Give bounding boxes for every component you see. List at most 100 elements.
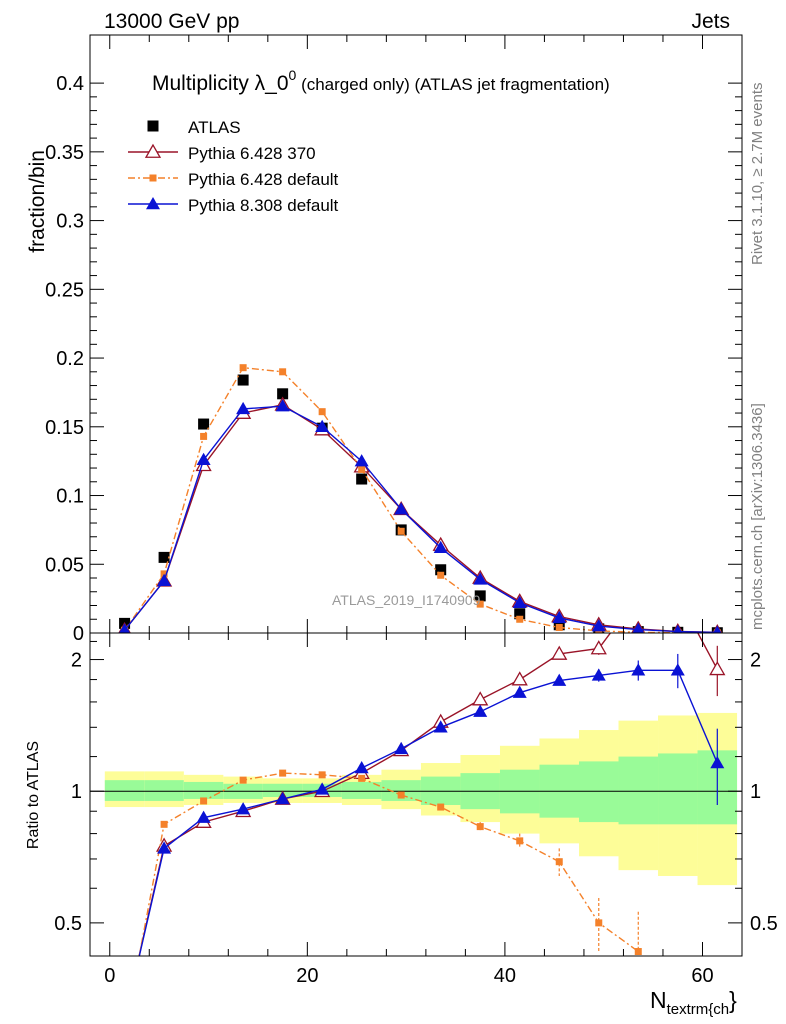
- ratio-xlabel: Ntextrm{ch}: [650, 987, 737, 1018]
- ratio-ylabel: Ratio to ATLAS: [25, 741, 42, 849]
- main-panel: 0 0.05 0.1 0.15 0.2 0.25 0.3 0.35 0.4 ATLAS_2019…: [26, 34, 743, 645]
- ratio-ytick-label-right: 2: [750, 650, 761, 672]
- legend: ATLAS Pythia 6.428 370 Pythia 6.428 defaul…: [128, 118, 339, 215]
- main-point-s2-4: [279, 368, 287, 376]
- mcplots-label: mcplots.cern.ch [arXiv:1306.3436]: [749, 403, 766, 630]
- main-point-s3-0: [119, 623, 131, 633]
- ratio-ytick-label: 1: [71, 781, 82, 803]
- main-point-s2-2: [200, 432, 208, 440]
- legend-marker-3: [146, 197, 160, 210]
- ratio-point-s1-1: [160, 820, 168, 828]
- main-xaxis-ticks: [109, 35, 743, 633]
- ratio-panel: 0.5 0.5 1 1 2 2 0 20 40 60 Ratio to ATLAS Ntextr…: [25, 589, 778, 1024]
- ratio-point-s2-10: [512, 685, 527, 698]
- ratio-line-1: [138, 772, 639, 956]
- ratio-point-s2-8: [433, 720, 448, 733]
- main-point-s0-10: [514, 608, 526, 620]
- ratio-xtick-label: 20: [296, 965, 318, 987]
- main-point-s2-9: [476, 600, 484, 608]
- main-point-s0-3: [237, 374, 249, 386]
- main-point-s3-14: [673, 624, 683, 633]
- main-yaxis-ticks: 0 0.05 0.1 0.15 0.2 0.25 0.3 0.35 0.4: [45, 73, 742, 645]
- plot-title: Multiplicity λ_00 (charged only) (ATLAS …: [152, 67, 610, 95]
- main-point-s2-7: [397, 527, 405, 535]
- ratio-point-s2-14: [670, 663, 685, 676]
- legend-marker-2: [149, 174, 157, 182]
- ratio-point-s2-2: [196, 810, 211, 823]
- main-point-s2-8: [437, 571, 445, 579]
- ratio-point-s1-10: [516, 837, 524, 845]
- ratio-ytick-label-right: 1: [750, 781, 761, 803]
- ratio-point-s1-8: [437, 803, 445, 811]
- title-prefix: Multiplicity λ_0: [152, 72, 289, 95]
- main-ytick-label: 0.15: [45, 417, 84, 439]
- main-point-s0-8: [435, 564, 447, 576]
- ratio-xtick-label: 60: [691, 965, 713, 987]
- ratio-frame: [89, 632, 743, 957]
- legend-marker-0: [147, 120, 159, 132]
- ratio-point-s1-12: [595, 919, 603, 927]
- ratio-point-s0-0: [118, 1013, 132, 1024]
- ratio-point-s1-4: [279, 769, 287, 777]
- main-line-1: [124, 404, 718, 633]
- ratio-point-s1-13: [634, 948, 642, 956]
- band-inner-14: [658, 753, 698, 825]
- ratio-point-s0-10: [511, 671, 528, 686]
- main-point-s0-2: [198, 418, 210, 430]
- main-ylabel: fraction/bin: [26, 150, 49, 253]
- main-point-s0-6: [356, 473, 368, 485]
- ratio-ytick-label: 2: [71, 650, 82, 672]
- band-inner-7: [381, 780, 421, 801]
- ratio-ytick-label: 0.5: [54, 913, 82, 935]
- main-ytick-label: 0.3: [56, 211, 84, 233]
- ratio-yaxis-ticks: 0.5 0.5 1 1 2 2: [54, 640, 778, 935]
- main-point-s3-13: [632, 622, 645, 633]
- main-ytick-label: 0: [73, 623, 84, 645]
- ratio-point-s0-13: [631, 589, 645, 601]
- main-point-s2-3: [239, 364, 247, 372]
- band-inner-0: [104, 780, 145, 801]
- ratio-point-s1-3: [239, 776, 247, 784]
- main-ytick-label: 0.05: [45, 554, 84, 576]
- ratio-marks: [118, 589, 726, 1024]
- ratio-line-0: [138, 633, 718, 956]
- ratio-xtick-label: 0: [104, 965, 115, 987]
- main-point-s2-11: [555, 624, 563, 632]
- ratio-point-s1-11: [555, 858, 563, 866]
- ratio-point-s0-12: [590, 640, 607, 655]
- ratio-point-s2-12: [591, 668, 606, 681]
- band-inner-13: [618, 756, 659, 825]
- main-point-s3-4: [275, 399, 290, 412]
- main-ytick-label: 0.1: [56, 486, 84, 508]
- xlabel-main: N: [650, 987, 667, 1013]
- ratio-point-s1-6: [358, 774, 366, 782]
- main-marks: [118, 364, 723, 633]
- legend-label-2: Pythia 6.428 default: [188, 170, 339, 189]
- main-point-s2-10: [516, 615, 524, 623]
- ratio-point-s2-0: [118, 1013, 132, 1024]
- band-inner-1: [144, 780, 184, 801]
- ratio-point-s0-14: [671, 589, 685, 601]
- title-superscript: 0: [289, 67, 297, 83]
- legend-label-1: Pythia 6.428 370: [188, 144, 316, 163]
- main-line-2: [124, 366, 718, 633]
- main-point-s3-15: [712, 625, 722, 633]
- legend-marker-1: [144, 143, 162, 158]
- main-point-s3-8: [433, 540, 448, 554]
- ratio-point-s1-7: [397, 791, 405, 799]
- ratio-point-s0-11: [551, 645, 568, 660]
- ratio-point-s2-3: [236, 802, 251, 815]
- main-point-s3-9: [473, 572, 488, 585]
- band-inner-6: [341, 781, 382, 799]
- main-point-s3-11: [552, 610, 567, 624]
- legend-label-3: Pythia 8.308 default: [188, 196, 339, 215]
- main-point-s3-3: [236, 401, 251, 415]
- band-inner-12: [579, 761, 619, 823]
- xlabel-close: }: [729, 987, 737, 1013]
- ratio-point-s2-4: [275, 791, 290, 805]
- main-point-s3-1: [157, 573, 172, 587]
- band-inner-4: [262, 783, 303, 798]
- main-point-s0-4: [277, 388, 289, 400]
- ratio-point-s0-15: [709, 660, 726, 676]
